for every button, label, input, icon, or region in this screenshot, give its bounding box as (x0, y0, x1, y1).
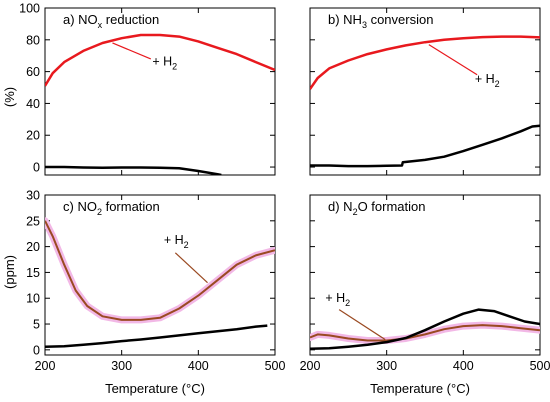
series-line-baseline (310, 308, 540, 351)
y-tick-label: 0 (33, 343, 40, 357)
y-tick-label: 30 (26, 189, 40, 203)
x-axis-label-left: Temperature (°C) (105, 381, 205, 396)
series-line-h2 (310, 35, 540, 90)
y-axis-label-top: (%) (2, 87, 17, 107)
y-tick-label: 20 (26, 240, 40, 254)
panel-title-part: formation (102, 199, 160, 214)
series-line-h2 (45, 33, 275, 87)
x-tick-label: 500 (530, 359, 550, 373)
x-tick-label: 500 (265, 359, 286, 373)
panel-title-part: x (98, 20, 103, 30)
plot-frame (309, 194, 541, 356)
panel-title-part: 2 (97, 207, 102, 217)
x-tick-label: 200 (300, 359, 321, 373)
series-line-baseline (45, 165, 222, 175)
x-tick-label: 400 (188, 359, 209, 373)
series-line-baseline (45, 324, 268, 348)
series-line-h2 (310, 324, 540, 342)
panel-title: c) NO2 formation (63, 199, 160, 217)
panel-title: a) NOx reduction (63, 12, 159, 30)
panel-title-part: reduction (102, 12, 159, 27)
annotation-subscript: 2 (172, 61, 177, 71)
panel-title-part: c) NO (63, 199, 97, 214)
plot-frame (309, 7, 541, 176)
annotation-leader (428, 44, 478, 76)
panel-title-part: conversion (367, 12, 433, 27)
panel-title: d) N2O formation (328, 199, 426, 217)
annotation-label: + H2 (152, 54, 177, 71)
series-line-baseline (310, 124, 540, 168)
annotation-text: + H (325, 291, 345, 305)
panel-title-part: d) N (328, 199, 353, 214)
annotation-leader (174, 252, 208, 284)
plot-frame (44, 194, 276, 356)
y-tick-label: 60 (26, 65, 40, 79)
x-tick-label: 200 (35, 359, 56, 373)
panel-title-part: O formation (358, 199, 426, 214)
annotation-label: + H2 (164, 233, 189, 250)
y-axis-label-bottom: (ppm) (2, 255, 17, 289)
panel-title-part: 3 (362, 20, 367, 30)
y-tick-label: 80 (26, 33, 40, 47)
panel-a: 0 20 40 60 80 100 a) NOx reduction + H2 (19, 2, 276, 176)
annotation-text: + H (475, 72, 495, 86)
annotation-leader (338, 309, 386, 341)
panel-title: b) NH3 conversion (328, 12, 433, 30)
y-tick-label: 20 (26, 129, 40, 143)
annotation-text: + H (152, 54, 172, 68)
series-line-h2 (45, 220, 275, 321)
y-tick-label: 25 (26, 214, 40, 228)
annotation-label: + H2 (475, 72, 500, 89)
x-tick-label: 400 (453, 359, 474, 373)
y-tick-label: 40 (26, 97, 40, 111)
x-axis-label-right: Temperature (°C) (370, 381, 470, 396)
y-tick-label: 100 (19, 2, 40, 16)
y-tick-label: 5 (33, 318, 40, 332)
panel-b: b) NH3 conversion + H2 (309, 7, 541, 176)
panel-title-part: a) NO (63, 12, 98, 27)
panel-title-part: b) NH (328, 12, 362, 27)
annotation-subscript: 2 (345, 298, 350, 308)
annotation-subscript: 2 (495, 79, 500, 89)
annotation-label: + H2 (325, 291, 350, 308)
x-tick-label: 300 (376, 359, 397, 373)
annotation-text: + H (164, 233, 184, 247)
panel-title-part: 2 (353, 207, 358, 217)
y-tick-label: 0 (33, 161, 40, 175)
series-halo (45, 217, 275, 324)
plot-frame (44, 7, 276, 176)
x-tick-label: 300 (111, 359, 132, 373)
annotation-leader (112, 42, 152, 60)
annotation-subscript: 2 (184, 240, 189, 250)
y-tick-label: 10 (26, 292, 40, 306)
y-tick-label: 15 (26, 266, 40, 280)
